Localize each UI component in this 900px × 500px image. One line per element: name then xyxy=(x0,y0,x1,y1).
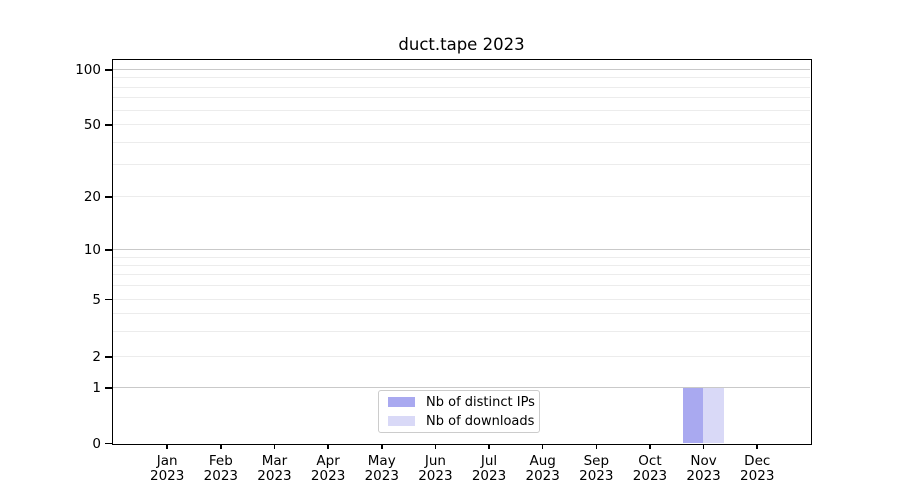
x-tick-month: May xyxy=(367,453,396,469)
x-tick-month: Jun xyxy=(424,453,446,469)
gridline-minor xyxy=(112,124,810,125)
y-axis-tick xyxy=(105,124,112,126)
x-tick-month: Aug xyxy=(529,453,556,469)
y-axis-tick xyxy=(105,69,112,71)
y-axis-tick xyxy=(105,442,112,445)
x-tick-year: 2023 xyxy=(686,468,721,485)
x-tick-month: Sep xyxy=(583,453,610,469)
legend-item-downloads: Nb of downloads xyxy=(388,414,534,429)
x-tick-month: Jul xyxy=(480,453,498,469)
legend-swatch-distinct-ips xyxy=(388,397,415,407)
x-axis-tick xyxy=(541,443,544,449)
y-tick-label: 0 xyxy=(92,435,101,452)
y-tick-label: 1 xyxy=(92,380,101,396)
x-tick-year: 2023 xyxy=(471,468,507,485)
x-tick-year: 2023 xyxy=(740,468,775,485)
x-axis-tick xyxy=(327,443,329,449)
x-tick-label: Mar 2023 xyxy=(242,453,306,485)
y-tick-label: 50 xyxy=(83,117,101,133)
gridline-minor xyxy=(112,285,810,287)
y-axis-tick xyxy=(105,249,112,251)
x-axis-tick xyxy=(595,443,598,449)
x-tick-month: Nov xyxy=(690,453,717,469)
x-tick-year: 2023 xyxy=(203,468,238,485)
gridline-major xyxy=(112,249,810,250)
gridline-minor xyxy=(112,109,810,111)
x-tick-year: 2023 xyxy=(310,468,346,485)
bar-distinct-ips xyxy=(682,387,704,443)
gridline-minor xyxy=(112,164,810,166)
y-axis-tick xyxy=(105,356,112,358)
x-tick-label: Oct 2023 xyxy=(618,453,682,485)
plot-area xyxy=(111,58,812,445)
x-tick-year: 2023 xyxy=(257,468,292,485)
y-tick-label: 20 xyxy=(83,189,101,205)
gridline-minor xyxy=(112,77,810,79)
x-tick-label: Jan 2023 xyxy=(135,453,199,485)
x-axis-tick xyxy=(166,443,168,449)
x-tick-month: Mar xyxy=(261,453,288,469)
gridline-major xyxy=(112,69,810,70)
x-tick-label: Feb 2023 xyxy=(189,453,253,485)
x-tick-label: Nov 2023 xyxy=(672,453,736,485)
y-axis-tick xyxy=(105,196,112,198)
x-axis-tick xyxy=(649,443,651,449)
gridline-minor xyxy=(112,298,810,300)
chart-title: duct.tape 2023 xyxy=(398,35,525,54)
x-tick-year: 2023 xyxy=(364,468,399,485)
bar-downloads xyxy=(703,387,724,443)
legend-swatch-downloads xyxy=(388,416,415,426)
y-tick-label: 5 xyxy=(92,291,101,308)
x-tick-month: Jan xyxy=(156,453,178,469)
x-tick-year: 2023 xyxy=(579,468,614,485)
x-axis-tick xyxy=(702,443,705,449)
legend-label-distinct-ips: Nb of distinct IPs xyxy=(426,394,535,410)
x-tick-month: Feb xyxy=(208,453,233,469)
y-tick-label: 100 xyxy=(75,62,101,78)
gridline-minor xyxy=(112,141,810,143)
y-tick-label: 2 xyxy=(92,349,101,365)
x-axis-tick xyxy=(381,443,383,449)
gridline-minor xyxy=(112,86,810,88)
x-tick-month: Apr xyxy=(316,453,340,469)
gridline-minor xyxy=(112,312,810,314)
gridline-minor xyxy=(112,356,810,357)
x-tick-label: Jun 2023 xyxy=(403,453,467,485)
gridline-minor xyxy=(112,330,810,332)
y-axis-tick xyxy=(105,298,112,301)
x-tick-label: Sep 2023 xyxy=(564,453,628,485)
x-tick-label: Aug 2023 xyxy=(511,453,575,485)
gridline-minor xyxy=(112,256,810,258)
x-axis-tick xyxy=(434,443,437,449)
x-tick-label: Dec 2023 xyxy=(725,453,789,485)
x-tick-label: Apr 2023 xyxy=(296,453,360,485)
x-axis-tick xyxy=(220,443,222,449)
x-tick-month: Dec xyxy=(744,453,771,469)
y-axis-tick xyxy=(105,387,112,389)
x-tick-label: May 2023 xyxy=(350,453,414,485)
x-axis-tick xyxy=(273,443,276,449)
legend: Nb of distinct IPs Nb of downloads xyxy=(378,390,540,433)
legend-item-distinct-ips: Nb of distinct IPs xyxy=(388,395,535,410)
gridline-minor xyxy=(112,97,810,99)
x-tick-year: 2023 xyxy=(418,468,453,485)
gridline-minor xyxy=(112,196,810,197)
x-tick-label: Jul 2023 xyxy=(457,453,521,485)
x-axis-tick xyxy=(488,443,490,449)
y-tick-label: 10 xyxy=(83,242,101,258)
x-tick-month: Oct xyxy=(638,453,662,469)
x-tick-year: 2023 xyxy=(525,468,560,485)
gridline-minor xyxy=(112,274,810,276)
gridline-minor xyxy=(112,264,810,266)
gridline-major xyxy=(112,387,810,388)
x-tick-year: 2023 xyxy=(150,468,185,485)
x-tick-year: 2023 xyxy=(632,468,668,485)
x-axis-tick xyxy=(756,443,758,449)
legend-label-downloads: Nb of downloads xyxy=(426,413,535,429)
